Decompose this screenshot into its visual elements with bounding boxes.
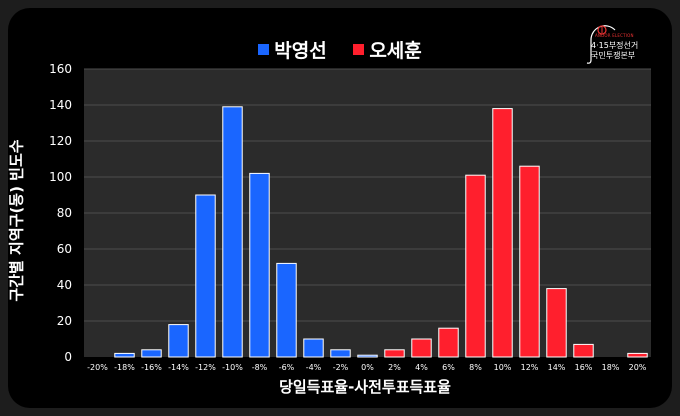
- x-tick-label: 16%: [575, 363, 593, 372]
- x-tick-label: 12%: [521, 363, 539, 372]
- bar: [546, 288, 567, 358]
- x-tick-label: -14%: [168, 363, 189, 372]
- y-tick-labels: 0 20 40 60 80 100 120 140 160: [49, 62, 72, 364]
- legend-item-park: 박영선: [258, 36, 327, 63]
- legend-swatch-oh: [353, 44, 365, 55]
- legend-swatch-park: [258, 44, 270, 55]
- bar: [276, 262, 297, 358]
- x-tick-label: 6%: [442, 363, 455, 372]
- y-tick-label: 80: [57, 206, 72, 220]
- y-tick-label: 140: [49, 98, 72, 112]
- bars: [114, 106, 648, 358]
- y-tick-label: 100: [49, 170, 72, 184]
- bar: [627, 352, 648, 358]
- x-tick-labels: -20% -18% -16% -14% -12% -10% -8% -6% -4% -2% 0% 2%…: [87, 363, 647, 372]
- logo: ANDOR ELECTION 4·15부정선거 국민투쟁본부: [585, 24, 655, 66]
- y-tick-label: 0: [64, 350, 72, 364]
- x-tick-label: 2%: [388, 363, 401, 372]
- x-tick-label: -6%: [279, 363, 295, 372]
- logo-line-2: 국민투쟁본부: [591, 51, 636, 60]
- legend: 박영선 오세훈: [0, 36, 680, 63]
- bar: [465, 174, 486, 358]
- logo-small-text: ANDOR ELECTION: [595, 33, 634, 38]
- x-tick-label: 18%: [602, 363, 620, 372]
- x-tick-label: -12%: [195, 363, 216, 372]
- x-tick-label: -10%: [222, 363, 243, 372]
- y-axis-title: 구간별 지역구(동) 빈도수: [7, 139, 26, 302]
- x-axis-title: 당일득표율-사전투표득표율: [279, 378, 451, 396]
- bar: [249, 172, 270, 358]
- bar: [303, 338, 324, 358]
- legend-item-oh: 오세훈: [353, 36, 422, 63]
- y-tick-label: 40: [57, 278, 72, 292]
- x-tick-label: -18%: [114, 363, 135, 372]
- bar: [573, 343, 594, 358]
- y-tick-label: 60: [57, 242, 72, 256]
- bar: [384, 349, 405, 358]
- y-tick-label: 120: [49, 134, 72, 148]
- x-tick-label: -4%: [306, 363, 322, 372]
- y-tick-label: 20: [57, 314, 72, 328]
- x-tick-label: 4%: [415, 363, 428, 372]
- x-tick-label: -2%: [333, 363, 349, 372]
- bar: [330, 349, 351, 358]
- y-tick-label: 160: [49, 62, 72, 76]
- bar: [492, 108, 513, 358]
- legend-label-park: 박영선: [274, 40, 327, 62]
- x-tick-label: -16%: [141, 363, 162, 372]
- bar: [411, 338, 432, 358]
- legend-label-oh: 오세훈: [369, 40, 422, 62]
- bar: [519, 165, 540, 358]
- x-tick-label: 0%: [361, 363, 374, 372]
- x-tick-label: -20%: [87, 363, 108, 372]
- bar: [114, 352, 135, 358]
- x-tick-label: -8%: [252, 363, 268, 372]
- bar: [141, 349, 162, 358]
- x-tick-label: 14%: [548, 363, 566, 372]
- umbrella-icon: [586, 25, 616, 64]
- bar: [222, 106, 243, 358]
- bar: [438, 327, 459, 358]
- gridlines: [84, 68, 651, 322]
- bar: [195, 194, 216, 358]
- x-tick-label: 8%: [469, 363, 482, 372]
- bar: [168, 324, 189, 358]
- x-tick-label: 20%: [629, 363, 647, 372]
- logo-line-1: 4·15부정선거: [591, 41, 639, 50]
- bar: [357, 354, 378, 358]
- x-tick-label: 10%: [494, 363, 512, 372]
